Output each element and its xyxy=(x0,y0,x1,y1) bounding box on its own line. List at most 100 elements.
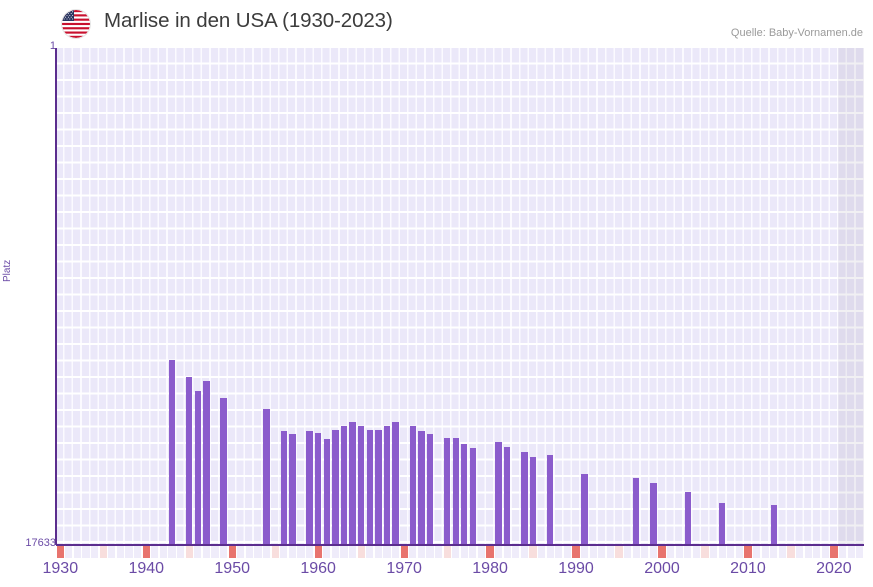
tickmark-year xyxy=(452,546,460,558)
tickmark-year xyxy=(641,546,649,558)
y-axis-bottom-label: 17633 xyxy=(25,537,56,549)
tickmark-year xyxy=(778,546,786,558)
bar xyxy=(495,442,502,545)
bar xyxy=(349,422,356,545)
tickmark-year xyxy=(288,546,296,558)
x-axis-tick-label: 1960 xyxy=(300,560,336,577)
bar xyxy=(461,444,468,545)
tickmark-year xyxy=(606,546,614,558)
tickmark-year xyxy=(151,546,159,558)
bar xyxy=(340,426,348,545)
tickmark-year xyxy=(194,546,202,558)
source-label: Quelle: Baby-Vornamen.de xyxy=(730,27,863,39)
x-axis-tick-label: 2020 xyxy=(816,560,852,577)
bar xyxy=(203,381,210,545)
tickmark-year xyxy=(709,546,718,558)
tickmark-half-decade xyxy=(357,546,365,558)
x-axis-line xyxy=(56,544,864,546)
tickmark-year xyxy=(211,546,219,558)
bar xyxy=(684,492,691,545)
tickmark-decade xyxy=(314,546,322,558)
chart-title: Marlise in den USA (1930-2023) xyxy=(104,9,393,32)
x-axis-tick-label: 1980 xyxy=(472,560,508,577)
y-axis-title: Platz xyxy=(2,259,13,282)
bar xyxy=(650,483,657,545)
bar xyxy=(186,377,193,545)
tickmark-year xyxy=(125,546,133,558)
tickmark-half-decade xyxy=(185,546,193,558)
no-data-shaded-region xyxy=(838,48,864,545)
tickmark-year xyxy=(323,546,331,558)
tickmark-half-decade xyxy=(529,546,537,558)
tickmark-year xyxy=(503,546,511,558)
tickmark-decade xyxy=(486,546,494,558)
tickmark-year xyxy=(237,546,245,558)
tickmark-year xyxy=(546,546,554,558)
bar xyxy=(220,398,227,545)
tickmark-decade xyxy=(658,546,666,558)
chart-header: Marlise in den USA (1930-2023) Quelle: B… xyxy=(0,0,873,45)
y-axis-line xyxy=(55,48,57,545)
tickmark-year xyxy=(495,546,503,558)
tickmark-year xyxy=(426,546,434,558)
tickmark-year xyxy=(340,546,348,558)
tickmark-decade xyxy=(830,546,838,558)
tickmark-year xyxy=(563,546,572,558)
tickmark-year xyxy=(735,546,743,558)
tickmark-year xyxy=(391,546,400,558)
tickmark-year xyxy=(692,546,700,558)
tickmark-decade xyxy=(56,546,64,558)
tickmark-year xyxy=(202,546,210,558)
tickmark-year xyxy=(73,546,82,558)
y-axis-top-label: 1 xyxy=(49,40,56,52)
bar xyxy=(581,474,588,545)
bar xyxy=(469,448,477,545)
tickmark-year xyxy=(108,546,116,558)
tickmark-year xyxy=(409,546,417,558)
bar xyxy=(323,439,330,545)
x-axis-tick-label: 1930 xyxy=(42,560,79,577)
tickmark-year xyxy=(383,546,391,558)
tickmark-year xyxy=(91,546,99,558)
tickmark-year xyxy=(718,546,726,558)
bar xyxy=(168,360,176,545)
tickmark-year xyxy=(254,546,262,558)
tickmark-year xyxy=(417,546,425,558)
tickmark-year xyxy=(297,546,305,558)
bar xyxy=(633,478,640,545)
tickmark-year xyxy=(305,546,314,558)
tickmark-year xyxy=(348,546,357,558)
tickmark-year xyxy=(134,546,142,558)
tickmark-year xyxy=(65,546,73,558)
tickmark-year xyxy=(366,546,374,558)
tickmark-year xyxy=(727,546,735,558)
tickmark-year xyxy=(632,546,640,558)
x-axis-tick-label: 1970 xyxy=(386,560,422,577)
tickmark-year xyxy=(520,546,529,558)
tickmark-year xyxy=(82,546,90,558)
x-axis-tickmarks xyxy=(56,546,864,558)
tickmark-year xyxy=(220,546,228,558)
bar xyxy=(263,409,270,545)
tickmark-half-decade xyxy=(99,546,107,558)
bar xyxy=(529,457,537,545)
bar xyxy=(357,426,365,545)
tickmark-year xyxy=(813,546,821,558)
bar xyxy=(452,438,459,545)
bar xyxy=(409,426,416,545)
bar xyxy=(280,431,287,545)
bar xyxy=(418,431,425,545)
tickmark-year xyxy=(116,546,125,558)
bar xyxy=(383,426,391,545)
x-axis-labels: 1930 1940 1950 1960 1970 1980 1990 2000 2010 2020 xyxy=(0,560,873,586)
tickmark-year xyxy=(795,546,804,558)
tickmark-decade xyxy=(228,546,236,558)
bar xyxy=(504,447,511,545)
tickmark-year xyxy=(752,546,761,558)
bar xyxy=(426,434,434,545)
tickmark-year xyxy=(649,546,657,558)
plot-area xyxy=(56,48,864,545)
tickmark-half-decade xyxy=(615,546,623,558)
tickmark-half-decade xyxy=(787,546,795,558)
tickmark-year xyxy=(262,546,271,558)
